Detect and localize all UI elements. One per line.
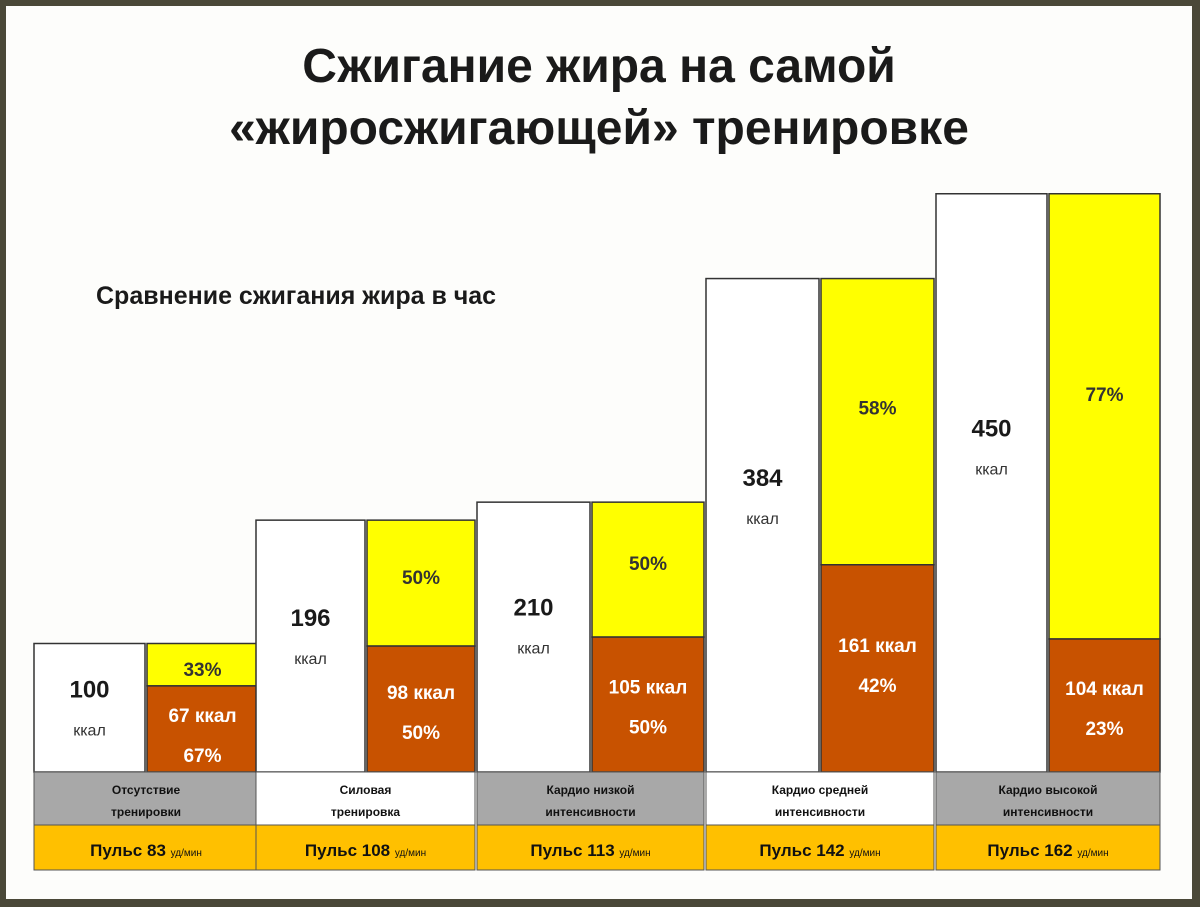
category-label-line1: Кардио высокой bbox=[998, 783, 1097, 797]
total-kcal-unit: ккал bbox=[73, 722, 106, 739]
pulse-label: Пульс 142 уд/мин bbox=[759, 841, 880, 860]
pulse-value: Пульс 142 bbox=[759, 841, 849, 860]
total-bar bbox=[255, 519, 366, 773]
category-label-line2: интенсивности bbox=[775, 805, 865, 819]
category-box bbox=[33, 771, 259, 826]
pulse-value: Пульс 113 bbox=[530, 841, 619, 860]
fat-segment bbox=[146, 685, 259, 773]
category-label-line1: Кардио низкой bbox=[547, 783, 635, 797]
category-label-line1: Кардио средней bbox=[772, 783, 868, 797]
total-bar bbox=[705, 277, 820, 773]
fat-percent-label: 42% bbox=[858, 676, 896, 697]
category-label-line2: интенсивности bbox=[1003, 805, 1093, 819]
other-percent-label: 33% bbox=[183, 660, 221, 681]
title-line-2: «жиросжигающей» тренировке bbox=[229, 102, 969, 155]
total-kcal-unit: ккал bbox=[517, 640, 550, 657]
total-kcal-unit: ккал bbox=[746, 511, 779, 528]
category-label-line2: интенсивности bbox=[545, 805, 635, 819]
pulse-box bbox=[476, 824, 705, 871]
total-kcal-value: 384 bbox=[742, 465, 783, 492]
other-percent-label: 50% bbox=[402, 568, 440, 589]
fat-kcal-label: 105 ккал bbox=[609, 678, 688, 699]
pulse-unit: уд/мин bbox=[171, 848, 202, 859]
title-line-1: Сжигание жира на самой bbox=[302, 40, 896, 93]
pulse-box bbox=[935, 824, 1161, 871]
pulse-box bbox=[705, 824, 935, 871]
category-box bbox=[255, 771, 476, 826]
fat-segment bbox=[1048, 638, 1161, 773]
pulse-label: Пульс 113 уд/мин bbox=[530, 841, 650, 860]
category-label-line1: Отсутствие bbox=[112, 783, 181, 797]
total-kcal-value: 196 bbox=[290, 605, 330, 632]
total-bar bbox=[33, 642, 146, 773]
other-percent-label: 50% bbox=[629, 554, 667, 575]
category-box bbox=[935, 771, 1161, 826]
fat-kcal-label: 67 ккал bbox=[168, 706, 236, 727]
fat-percent-label: 50% bbox=[402, 723, 440, 744]
total-kcal-value: 100 bbox=[69, 676, 109, 703]
other-percent-label: 77% bbox=[1085, 385, 1123, 406]
pulse-unit: уд/мин bbox=[1077, 848, 1108, 859]
chart-subtitle: Сравнение сжигания жира в час bbox=[96, 282, 497, 310]
pulse-label: Пульс 162 уд/мин bbox=[987, 841, 1108, 860]
fat-kcal-label: 104 ккал bbox=[1065, 679, 1144, 700]
fat-percent-label: 67% bbox=[183, 746, 221, 767]
other-percent-label: 58% bbox=[858, 398, 896, 419]
pulse-unit: уд/мин bbox=[619, 848, 650, 859]
pulse-value: Пульс 83 bbox=[90, 841, 171, 860]
pulse-box bbox=[255, 824, 476, 871]
other-segment bbox=[366, 519, 476, 647]
fat-segment bbox=[366, 645, 476, 773]
other-segment bbox=[1048, 193, 1161, 640]
pulse-unit: уд/мин bbox=[395, 848, 426, 859]
total-bar bbox=[935, 193, 1048, 773]
fat-segment bbox=[820, 564, 935, 773]
pulse-label: Пульс 83 уд/мин bbox=[90, 841, 202, 860]
other-segment bbox=[820, 277, 935, 566]
category-box bbox=[476, 771, 705, 826]
pulse-box bbox=[33, 824, 259, 871]
pulse-label: Пульс 108 уд/мин bbox=[305, 841, 426, 860]
fat-percent-label: 50% bbox=[629, 718, 667, 739]
fat-segment bbox=[591, 636, 705, 773]
total-kcal-unit: ккал bbox=[294, 651, 327, 668]
total-kcal-value: 450 bbox=[971, 416, 1011, 443]
category-label-line2: тренировки bbox=[111, 805, 181, 819]
total-kcal-value: 210 bbox=[513, 594, 553, 621]
category-label-line1: Силовая bbox=[340, 783, 392, 797]
category-box bbox=[705, 771, 935, 826]
pulse-value: Пульс 162 bbox=[987, 841, 1077, 860]
pulse-value: Пульс 108 bbox=[305, 841, 395, 860]
fat-kcal-label: 161 ккал bbox=[838, 636, 917, 657]
fat-kcal-label: 98 ккал bbox=[387, 683, 455, 704]
fat-percent-label: 23% bbox=[1085, 719, 1123, 740]
other-segment bbox=[146, 642, 259, 687]
total-kcal-unit: ккал bbox=[975, 462, 1008, 479]
total-bar bbox=[476, 501, 591, 773]
pulse-unit: уд/мин bbox=[849, 848, 880, 859]
category-label-line2: тренировка bbox=[331, 805, 401, 819]
chart-title: Сжигание жира на самой «жиросжигающей» т… bbox=[6, 36, 1192, 160]
